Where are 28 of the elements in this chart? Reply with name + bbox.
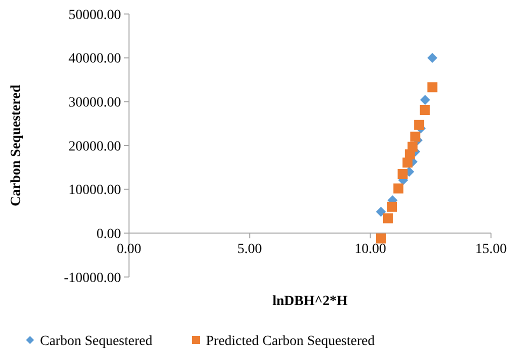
x-tick-label: 15.00 (475, 242, 507, 258)
point (376, 206, 386, 217)
point (420, 104, 430, 115)
legend-label: Predicted Carbon Sequestered (206, 334, 375, 349)
y-tick-label: 50000.00 (68, 8, 121, 23)
point (427, 52, 438, 63)
x-tick-label: 5.00 (237, 242, 262, 258)
y-axis-title: Carbon Sequestered (9, 84, 24, 206)
y-tick-label: 30000.00 (68, 96, 121, 111)
x-tick-label: 10.00 (354, 242, 386, 258)
point (398, 168, 408, 179)
x-axis-title: lnDBH^2*H (272, 294, 348, 309)
point (387, 202, 398, 212)
point (408, 142, 418, 152)
point (427, 82, 438, 92)
point (376, 233, 386, 244)
point (410, 132, 420, 142)
y-tick-label: 10000.00 (68, 183, 121, 198)
y-tick-label: -10000.00 (64, 270, 121, 286)
legend-label: Carbon Sequestered (40, 334, 152, 349)
y-tick-label: 0.00 (96, 227, 121, 242)
point (382, 213, 393, 224)
y-tick-label: 20000.00 (68, 139, 121, 154)
x-tick-label: 0.00 (116, 242, 142, 258)
point (414, 120, 424, 130)
point (393, 183, 404, 194)
y-tick-label: 40000.00 (68, 52, 121, 67)
point (420, 94, 430, 105)
